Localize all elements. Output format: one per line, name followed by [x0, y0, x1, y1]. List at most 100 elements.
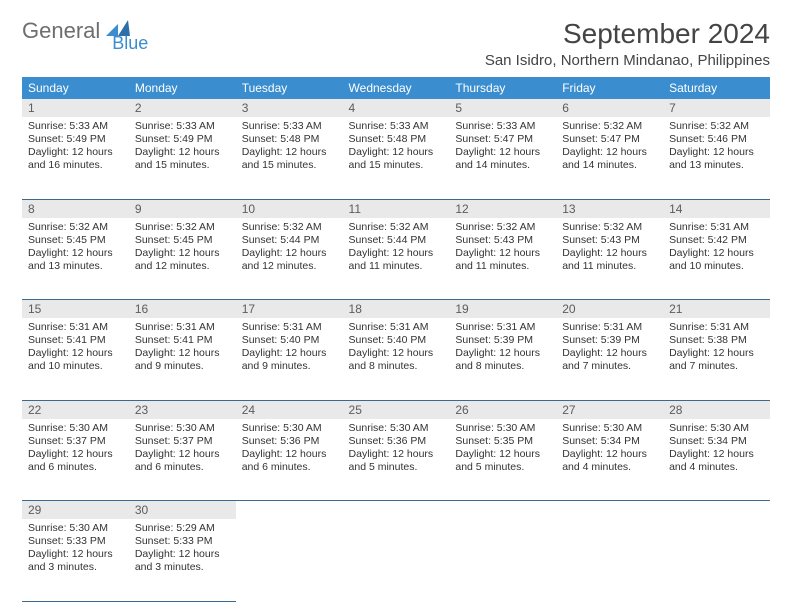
- day-cell-body: Sunrise: 5:31 AMSunset: 5:38 PMDaylight:…: [663, 318, 770, 378]
- day-cell-body: Sunrise: 5:33 AMSunset: 5:48 PMDaylight:…: [343, 117, 450, 177]
- sunrise-line: Sunrise: 5:33 AM: [455, 120, 550, 133]
- day-number-cell: 20: [556, 300, 663, 319]
- day-cell: Sunrise: 5:33 AMSunset: 5:49 PMDaylight:…: [129, 117, 236, 199]
- sunrise-line: Sunrise: 5:32 AM: [562, 221, 657, 234]
- day-number-cell: 3: [236, 99, 343, 117]
- daylight-line: Daylight: 12 hours and 11 minutes.: [349, 247, 444, 273]
- week-row: Sunrise: 5:30 AMSunset: 5:33 PMDaylight:…: [22, 519, 770, 601]
- day-cell: Sunrise: 5:30 AMSunset: 5:34 PMDaylight:…: [556, 419, 663, 501]
- day-number-cell: 6: [556, 99, 663, 117]
- day-cell: Sunrise: 5:33 AMSunset: 5:48 PMDaylight:…: [236, 117, 343, 199]
- day-cell: Sunrise: 5:32 AMSunset: 5:44 PMDaylight:…: [236, 218, 343, 300]
- day-cell: Sunrise: 5:33 AMSunset: 5:48 PMDaylight:…: [343, 117, 450, 199]
- day-number-cell: 9: [129, 199, 236, 218]
- daylight-line: Daylight: 12 hours and 11 minutes.: [455, 247, 550, 273]
- daylight-line: Daylight: 12 hours and 7 minutes.: [562, 347, 657, 373]
- sunset-line: Sunset: 5:35 PM: [455, 435, 550, 448]
- day-cell: Sunrise: 5:31 AMSunset: 5:40 PMDaylight:…: [236, 318, 343, 400]
- day-number-cell: 12: [449, 199, 556, 218]
- day-cell-body: Sunrise: 5:32 AMSunset: 5:44 PMDaylight:…: [343, 218, 450, 278]
- day-cell-body: Sunrise: 5:33 AMSunset: 5:49 PMDaylight:…: [129, 117, 236, 177]
- day-number-cell: [343, 501, 450, 520]
- day-cell: Sunrise: 5:31 AMSunset: 5:40 PMDaylight:…: [343, 318, 450, 400]
- day-cell-body: Sunrise: 5:33 AMSunset: 5:47 PMDaylight:…: [449, 117, 556, 177]
- sunrise-line: Sunrise: 5:33 AM: [135, 120, 230, 133]
- daylight-line: Daylight: 12 hours and 11 minutes.: [562, 247, 657, 273]
- day-cell: Sunrise: 5:33 AMSunset: 5:49 PMDaylight:…: [22, 117, 129, 199]
- sunrise-line: Sunrise: 5:32 AM: [562, 120, 657, 133]
- day-cell-body: Sunrise: 5:31 AMSunset: 5:41 PMDaylight:…: [22, 318, 129, 378]
- sunset-line: Sunset: 5:39 PM: [562, 334, 657, 347]
- sunset-line: Sunset: 5:39 PM: [455, 334, 550, 347]
- day-cell-body: Sunrise: 5:31 AMSunset: 5:39 PMDaylight:…: [449, 318, 556, 378]
- sunrise-line: Sunrise: 5:33 AM: [28, 120, 123, 133]
- day-cell: Sunrise: 5:31 AMSunset: 5:41 PMDaylight:…: [129, 318, 236, 400]
- day-number-cell: 23: [129, 400, 236, 419]
- day-number-cell: 13: [556, 199, 663, 218]
- day-number-cell: 7: [663, 99, 770, 117]
- sunset-line: Sunset: 5:37 PM: [135, 435, 230, 448]
- daylight-line: Daylight: 12 hours and 6 minutes.: [242, 448, 337, 474]
- week-row: Sunrise: 5:32 AMSunset: 5:45 PMDaylight:…: [22, 218, 770, 300]
- daylight-line: Daylight: 12 hours and 14 minutes.: [455, 146, 550, 172]
- day-number-cell: 8: [22, 199, 129, 218]
- day-number-cell: 22: [22, 400, 129, 419]
- sunset-line: Sunset: 5:48 PM: [349, 133, 444, 146]
- day-cell-body: Sunrise: 5:32 AMSunset: 5:45 PMDaylight:…: [22, 218, 129, 278]
- daylight-line: Daylight: 12 hours and 14 minutes.: [562, 146, 657, 172]
- day-number-cell: 5: [449, 99, 556, 117]
- daynum-row: 15161718192021: [22, 300, 770, 319]
- daylight-line: Daylight: 12 hours and 7 minutes.: [669, 347, 764, 373]
- day-number-cell: 30: [129, 501, 236, 520]
- daylight-line: Daylight: 12 hours and 4 minutes.: [562, 448, 657, 474]
- day-cell: Sunrise: 5:29 AMSunset: 5:33 PMDaylight:…: [129, 519, 236, 601]
- sunrise-line: Sunrise: 5:30 AM: [135, 422, 230, 435]
- sunrise-line: Sunrise: 5:32 AM: [135, 221, 230, 234]
- day-cell: Sunrise: 5:30 AMSunset: 5:34 PMDaylight:…: [663, 419, 770, 501]
- sunset-line: Sunset: 5:41 PM: [28, 334, 123, 347]
- daylight-line: Daylight: 12 hours and 15 minutes.: [242, 146, 337, 172]
- day-cell: Sunrise: 5:30 AMSunset: 5:33 PMDaylight:…: [22, 519, 129, 601]
- sunset-line: Sunset: 5:34 PM: [669, 435, 764, 448]
- daylight-line: Daylight: 12 hours and 3 minutes.: [135, 548, 230, 574]
- sunrise-line: Sunrise: 5:31 AM: [669, 221, 764, 234]
- sunset-line: Sunset: 5:46 PM: [669, 133, 764, 146]
- daylight-line: Daylight: 12 hours and 12 minutes.: [135, 247, 230, 273]
- sunset-line: Sunset: 5:49 PM: [135, 133, 230, 146]
- sunrise-line: Sunrise: 5:32 AM: [455, 221, 550, 234]
- day-cell: Sunrise: 5:30 AMSunset: 5:36 PMDaylight:…: [236, 419, 343, 501]
- day-cell-body: Sunrise: 5:30 AMSunset: 5:34 PMDaylight:…: [556, 419, 663, 479]
- day-cell-body: Sunrise: 5:30 AMSunset: 5:37 PMDaylight:…: [22, 419, 129, 479]
- sunset-line: Sunset: 5:33 PM: [135, 535, 230, 548]
- sunset-line: Sunset: 5:36 PM: [349, 435, 444, 448]
- sunset-line: Sunset: 5:43 PM: [455, 234, 550, 247]
- daynum-row: 2930: [22, 501, 770, 520]
- day-number-cell: 25: [343, 400, 450, 419]
- day-cell: Sunrise: 5:30 AMSunset: 5:36 PMDaylight:…: [343, 419, 450, 501]
- day-cell: Sunrise: 5:32 AMSunset: 5:43 PMDaylight:…: [556, 218, 663, 300]
- day-cell: Sunrise: 5:32 AMSunset: 5:45 PMDaylight:…: [22, 218, 129, 300]
- week-row: Sunrise: 5:33 AMSunset: 5:49 PMDaylight:…: [22, 117, 770, 199]
- day-cell: Sunrise: 5:33 AMSunset: 5:47 PMDaylight:…: [449, 117, 556, 199]
- day-cell: Sunrise: 5:32 AMSunset: 5:47 PMDaylight:…: [556, 117, 663, 199]
- day-cell: Sunrise: 5:31 AMSunset: 5:39 PMDaylight:…: [556, 318, 663, 400]
- sunrise-line: Sunrise: 5:30 AM: [242, 422, 337, 435]
- title-block: September 2024 San Isidro, Northern Mind…: [485, 18, 770, 69]
- daynum-row: 1234567: [22, 99, 770, 117]
- daylight-line: Daylight: 12 hours and 13 minutes.: [669, 146, 764, 172]
- day-number-cell: 26: [449, 400, 556, 419]
- day-cell-body: Sunrise: 5:30 AMSunset: 5:36 PMDaylight:…: [343, 419, 450, 479]
- day-cell: [663, 519, 770, 601]
- logo-text-1: General: [22, 18, 100, 44]
- day-cell: [449, 519, 556, 601]
- sunrise-line: Sunrise: 5:32 AM: [242, 221, 337, 234]
- day-cell-body: Sunrise: 5:31 AMSunset: 5:40 PMDaylight:…: [236, 318, 343, 378]
- col-tuesday: Tuesday: [236, 77, 343, 99]
- sunrise-line: Sunrise: 5:31 AM: [349, 321, 444, 334]
- col-sunday: Sunday: [22, 77, 129, 99]
- day-number-cell: 27: [556, 400, 663, 419]
- sunset-line: Sunset: 5:44 PM: [349, 234, 444, 247]
- day-cell-body: Sunrise: 5:32 AMSunset: 5:45 PMDaylight:…: [129, 218, 236, 278]
- day-number-cell: 10: [236, 199, 343, 218]
- day-number-cell: [663, 501, 770, 520]
